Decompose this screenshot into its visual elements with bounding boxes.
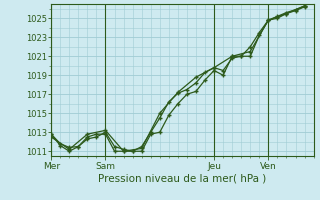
X-axis label: Pression niveau de la mer( hPa ): Pression niveau de la mer( hPa ): [98, 173, 267, 183]
